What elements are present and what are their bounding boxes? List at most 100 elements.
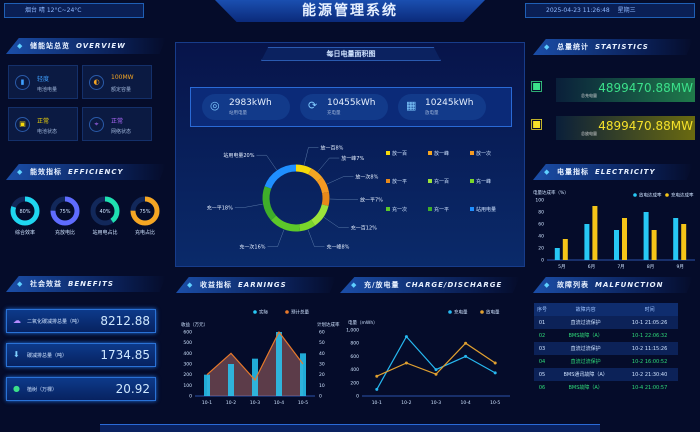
cell-time: 10-1 22:06:32 bbox=[631, 332, 668, 339]
charge-pedestal-icon: ▣ bbox=[530, 78, 544, 94]
card-value: 正常 bbox=[37, 118, 50, 125]
y2-axis-label: 计划达成率 bbox=[317, 321, 340, 328]
efficiency-ring: 40% 站用电占比 bbox=[85, 195, 125, 236]
y-tick: 60 bbox=[538, 222, 544, 228]
data-point bbox=[434, 372, 438, 376]
bar bbox=[681, 224, 687, 260]
data-point bbox=[493, 361, 497, 365]
slice-label: 充一次16% bbox=[239, 244, 265, 251]
overview-card: ▮ 轻度 电池电量 bbox=[8, 65, 78, 99]
data-point bbox=[404, 335, 408, 339]
location-icon: ⌖ bbox=[89, 117, 104, 132]
benefit-value: 8212.88 bbox=[100, 314, 150, 328]
donut-slice bbox=[310, 204, 329, 226]
weekday: 星期三 bbox=[617, 7, 636, 14]
x-tick: 7月 bbox=[617, 264, 624, 270]
label-line bbox=[303, 147, 319, 166]
card-label: 电池电量 bbox=[37, 87, 58, 93]
bar bbox=[643, 212, 649, 260]
data-point bbox=[464, 341, 468, 345]
benefit-value: 20.92 bbox=[115, 382, 150, 396]
moon-icon: ◐ bbox=[89, 75, 104, 90]
bar bbox=[554, 248, 560, 260]
legend-swatch bbox=[470, 207, 474, 211]
overview-card: ◐ 100MW 额定容量 bbox=[82, 65, 152, 99]
legend-swatch bbox=[470, 179, 474, 183]
cell-no: 03 bbox=[534, 342, 551, 355]
benefit-value: 1734.85 bbox=[100, 348, 150, 362]
card-label: 电池状态 bbox=[37, 129, 58, 135]
legend-swatch bbox=[285, 310, 289, 314]
leaf-icon: ⬇ bbox=[13, 350, 20, 359]
y2-tick: 60 bbox=[319, 330, 325, 336]
bar bbox=[228, 364, 234, 396]
overview-card: ▣ 正常 电池状态 bbox=[8, 107, 78, 141]
cell-content: 直流过流保护 bbox=[570, 359, 601, 365]
table-row[interactable]: 01 直流过流保护 10-1 21:05:26 bbox=[534, 316, 678, 329]
card-value: 100MW bbox=[111, 74, 134, 81]
cell-content: BMS故障（A） bbox=[568, 333, 603, 339]
table-row[interactable]: 06 BMS故障（A） 10-4 21:00:57 bbox=[534, 381, 678, 394]
bar bbox=[622, 218, 627, 260]
y-tick: 1,000 bbox=[346, 328, 359, 334]
slice-label: 放一峰7% bbox=[341, 155, 364, 162]
benefit-card: ● 植树（万棵） 20.92 bbox=[6, 377, 156, 401]
svg-text:80%: 80% bbox=[19, 209, 30, 215]
y2-tick: 50 bbox=[319, 340, 325, 346]
x-tick: 10-1 bbox=[372, 400, 382, 406]
x-tick: 10-5 bbox=[490, 400, 500, 406]
cell-no: 02 bbox=[538, 332, 546, 339]
column-header: 时间 bbox=[621, 303, 678, 316]
cell-content: BMS故障（A） bbox=[568, 385, 603, 391]
line-series bbox=[206, 330, 304, 382]
x-tick: 10-4 bbox=[460, 400, 470, 406]
ring-label: 站用电占比 bbox=[92, 230, 118, 236]
legend-item: 实际 bbox=[259, 309, 268, 316]
total-stat: ▣ 4899470.88MW 总放电量 bbox=[530, 116, 695, 140]
legend-swatch bbox=[470, 151, 474, 155]
slice-label: 充一平18% bbox=[207, 204, 233, 211]
energy-stat: ▦ 10245kWh 放电量 bbox=[398, 94, 486, 120]
slice-label: 充一百12% bbox=[351, 225, 377, 232]
cell-content: BMS通讯故障（A） bbox=[550, 368, 622, 381]
stat-value: 2983kWh bbox=[229, 98, 272, 108]
x-tick: 9月 bbox=[677, 264, 684, 270]
legend-swatch bbox=[428, 207, 432, 211]
legend-item: 放电达成率 bbox=[639, 192, 662, 199]
card-value: 正常 bbox=[111, 118, 124, 125]
legend-item: 预计总量 bbox=[291, 309, 309, 316]
card-label: 额定容量 bbox=[111, 87, 132, 93]
column-header: 故障内容 bbox=[550, 303, 622, 316]
slice-label: 站用电量20% bbox=[223, 152, 254, 159]
table-row[interactable]: 03 直流过流保护 10-2 11:15:26 bbox=[534, 342, 678, 355]
legend-swatch bbox=[253, 310, 257, 314]
ring-label: 充电占比 bbox=[134, 230, 155, 236]
y-tick: 800 bbox=[350, 341, 359, 347]
calendar-icon: ▦ bbox=[406, 99, 417, 112]
donut-slice bbox=[264, 164, 297, 189]
cell-no: 04 bbox=[538, 358, 546, 365]
datetime-bar: 2025-04-23 11:26:48 星期三 bbox=[525, 3, 695, 18]
legend-item: 放一次 bbox=[476, 150, 491, 157]
x-tick: 5月 bbox=[558, 264, 565, 270]
card-label: 网络状态 bbox=[111, 129, 132, 135]
stat-value: 10245kWh bbox=[425, 98, 474, 108]
table-row[interactable]: 04 直流过流保护 10-2 16:00:52 bbox=[534, 355, 678, 368]
card-value: 轻度 bbox=[37, 76, 50, 83]
table-row[interactable]: 05 BMS通讯故障（A） 10-2 21:30:40 bbox=[534, 368, 678, 381]
benefit-label: 植树（万棵） bbox=[27, 387, 58, 393]
x-tick: 10-3 bbox=[431, 400, 441, 406]
cell-content: 直流过流保护 bbox=[550, 316, 622, 329]
y-tick: 200 bbox=[350, 380, 359, 386]
stat-label: 总放电量 bbox=[581, 131, 597, 136]
page-title: 能源管理系统 bbox=[215, 0, 485, 22]
cell-time: 10-1 21:05:26 bbox=[621, 316, 678, 329]
column-header: 序号 bbox=[534, 303, 551, 316]
table-row[interactable]: 02 BMS故障（A） 10-1 22:06:32 bbox=[534, 329, 678, 342]
efficiency-ring: 75% 充放电比 bbox=[45, 195, 85, 236]
